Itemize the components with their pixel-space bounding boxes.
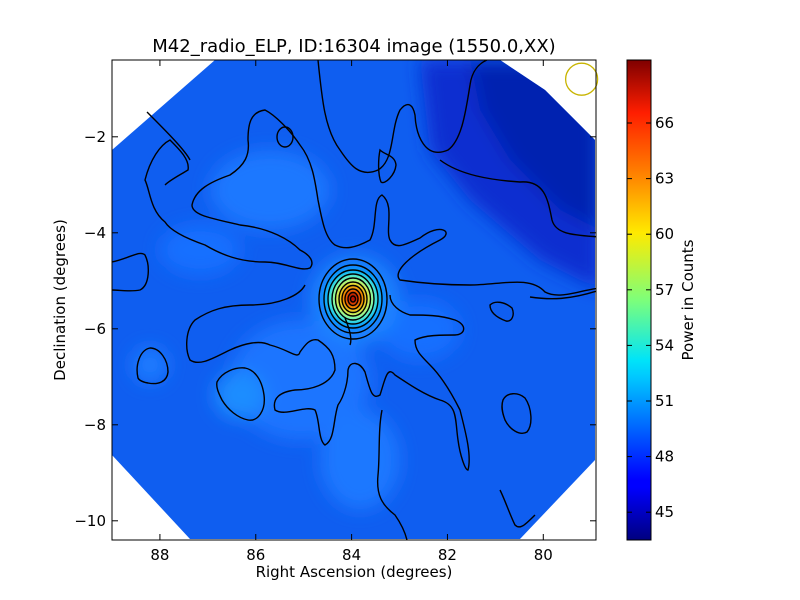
- beam-marker: [564, 62, 599, 96]
- y-tick-label: −8: [84, 416, 106, 434]
- y-axis: −2 −4 −6 −8 −10: [74, 128, 596, 530]
- axes-frame: [111, 59, 597, 541]
- colorbar: [626, 59, 652, 541]
- colorbar-tick-label: 63: [655, 170, 674, 188]
- y-tick-label: −10: [74, 512, 106, 530]
- y-tick-label: −6: [84, 320, 106, 338]
- colorbar-tick-label: 51: [655, 392, 674, 410]
- colorbar-tick-label: 45: [655, 503, 674, 521]
- chart-title: M42_radio_ELP, ID:16304 image (1550.0,XX…: [152, 36, 555, 57]
- colorbar-label: Power in Counts: [679, 239, 697, 360]
- colorbar-tick-label: 60: [655, 225, 674, 243]
- colorbar-tick-label: 48: [655, 448, 674, 466]
- x-axis: 88 86 84 82 80: [150, 60, 553, 564]
- x-tick-label: 80: [534, 546, 553, 564]
- x-tick-label: 84: [342, 546, 361, 564]
- colorbar-tick-label: 66: [655, 114, 674, 132]
- x-tick-label: 82: [438, 546, 457, 564]
- colorbar-tick-label: 54: [655, 336, 674, 354]
- y-tick-label: −2: [84, 128, 106, 146]
- colorbar-ticks: 45 48 51 54 57 60 63 66: [627, 114, 674, 521]
- contour-lines: [112, 60, 596, 540]
- y-tick-label: −4: [84, 224, 106, 242]
- x-tick-label: 88: [150, 546, 169, 564]
- colorbar-tick-label: 57: [655, 281, 674, 299]
- x-tick-label: 86: [246, 546, 265, 564]
- y-axis-label: Declination (degrees): [51, 219, 69, 381]
- x-axis-label: Right Ascension (degrees): [256, 563, 453, 581]
